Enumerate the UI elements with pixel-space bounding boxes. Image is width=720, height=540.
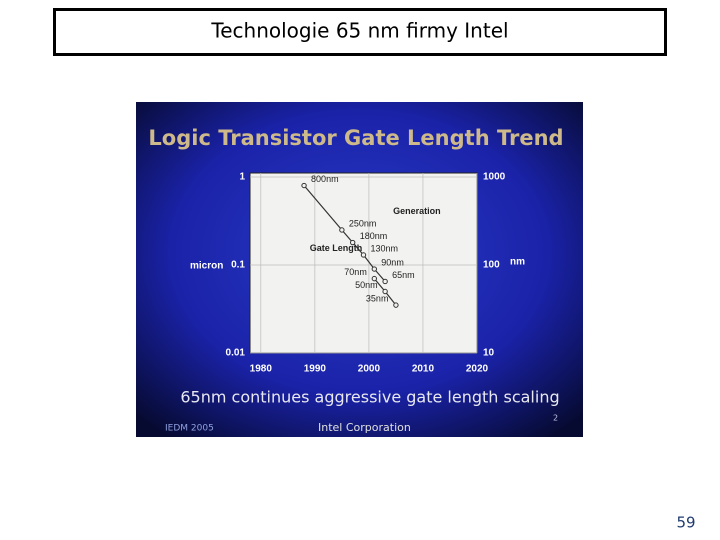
point bbox=[382, 288, 388, 295]
x-tick-label: 2000 bbox=[358, 364, 381, 375]
point bbox=[371, 266, 378, 272]
point bbox=[393, 302, 399, 308]
point-label: 65nm bbox=[392, 270, 415, 280]
y-tick-label: 1 bbox=[239, 172, 245, 183]
x-tick-label: 2020 bbox=[466, 364, 489, 375]
photo-footer-center: Intel Corporation bbox=[318, 421, 411, 434]
photo-slide-number: 2 bbox=[553, 414, 558, 423]
point-label: 70nm bbox=[344, 267, 367, 277]
photo-title: Logic Transistor Gate Length Trend bbox=[148, 126, 563, 150]
point-label: 180nm bbox=[360, 231, 388, 241]
series-name: Generation bbox=[393, 206, 441, 216]
photo: Logic Transistor Gate Length Trend 65nm … bbox=[136, 102, 583, 437]
y-tick-label: 0.01 bbox=[226, 348, 246, 359]
photo-caption: 65nm continues aggressive gate length sc… bbox=[180, 388, 559, 407]
x-tick-label: 1990 bbox=[304, 364, 327, 375]
point-label: 250nm bbox=[349, 218, 377, 228]
point-label: 800nm bbox=[311, 174, 339, 184]
x-tick-label: 2010 bbox=[412, 364, 435, 375]
y2-tick-label: 100 bbox=[483, 260, 500, 271]
y-axis-label: micron bbox=[190, 261, 223, 272]
page-number: 59 bbox=[676, 514, 695, 532]
y2-axis-label: nm bbox=[510, 257, 525, 268]
point-label: 50nm bbox=[355, 280, 378, 290]
y2-tick-label: 10 bbox=[483, 348, 495, 359]
title-box bbox=[53, 8, 667, 56]
point bbox=[360, 252, 367, 258]
point bbox=[339, 227, 345, 233]
point-label: 130nm bbox=[371, 243, 399, 253]
point bbox=[301, 182, 307, 189]
plot-area bbox=[249, 172, 478, 354]
y2-tick-label: 1000 bbox=[483, 172, 506, 183]
x-tick-label: 1980 bbox=[250, 364, 273, 375]
photo-footer-left: IEDM 2005 bbox=[165, 424, 214, 434]
y-tick-label: 0.1 bbox=[231, 260, 245, 271]
point bbox=[382, 278, 388, 285]
point bbox=[349, 239, 356, 246]
series-line bbox=[303, 185, 386, 282]
point-label: 90nm bbox=[381, 257, 404, 267]
point-label: 35nm bbox=[366, 293, 389, 303]
point bbox=[371, 275, 378, 282]
slide-title: Technologie 65 nm firmy Intel bbox=[210, 19, 508, 43]
series-name: Gate Length bbox=[310, 243, 363, 253]
